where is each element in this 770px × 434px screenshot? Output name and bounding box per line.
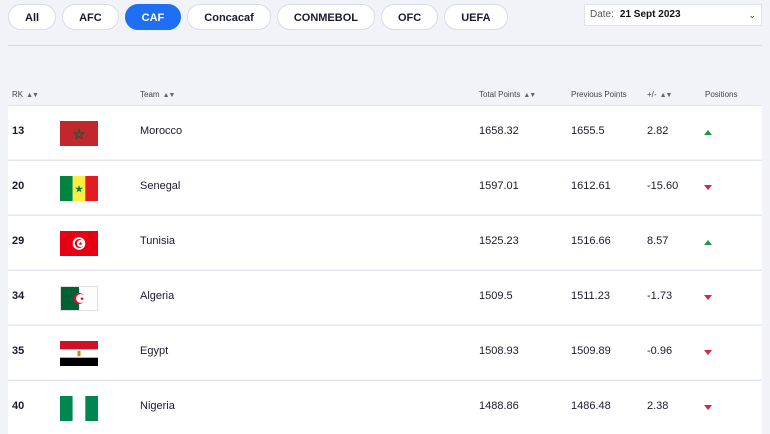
team-name[interactable]: Morocco [140, 125, 183, 137]
previous-points: 1655.5 [571, 125, 605, 137]
rank: 35 [12, 345, 25, 357]
divider [8, 45, 762, 46]
total-points-header-label: Total Points [479, 90, 521, 99]
algeria-flag-icon [60, 286, 98, 311]
tab-ofc[interactable]: OFC [380, 4, 439, 30]
rank-header-label: RK [12, 90, 24, 99]
total-points: 1658.32 [479, 125, 519, 137]
chevron-down-icon: ⌄ [748, 10, 756, 20]
tab-concacaf[interactable]: Concacaf [187, 4, 271, 30]
table-row[interactable]: 13 Morocco 1658.32 1655.5 2.82 [8, 105, 762, 159]
sort-icon: ▲▼ [523, 92, 536, 99]
change-header-label: +/- [647, 90, 657, 99]
date-label: Date: [590, 9, 614, 20]
sort-icon: ▲▼ [162, 92, 176, 99]
previous-points: 1612.61 [571, 180, 611, 192]
column-header-change[interactable]: +/- ▲▼ [647, 90, 673, 99]
points-change: 2.38 [647, 400, 669, 412]
arrow-up-icon [704, 240, 712, 245]
rank: 13 [12, 125, 25, 137]
arrow-down-icon [704, 295, 712, 300]
team-name[interactable]: Nigeria [140, 400, 175, 412]
rank: 20 [12, 180, 25, 192]
total-points: 1509.5 [479, 290, 513, 302]
tab-all[interactable]: All [8, 4, 57, 30]
previous-points: 1516.66 [571, 235, 611, 247]
rank: 29 [12, 235, 25, 247]
points-change: -0.96 [647, 345, 673, 357]
arrow-up-icon [704, 130, 712, 135]
confederation-tabs: All AFC CAF Concacaf CONMEBOL OFC UEFA [8, 4, 508, 30]
sort-icon: ▲▼ [659, 92, 673, 99]
tab-conmebol[interactable]: CONMEBOL [276, 4, 375, 30]
tab-caf[interactable]: CAF [124, 4, 182, 30]
rank: 40 [12, 400, 25, 412]
points-change: 8.57 [647, 235, 669, 247]
date-dropdown[interactable]: Date: 21 Sept 2023 ⌄ [584, 4, 762, 26]
column-header-rank[interactable]: RK ▲▼ [12, 90, 39, 99]
nigeria-flag-icon [60, 396, 98, 421]
team-name[interactable]: Algeria [140, 290, 175, 302]
table-row[interactable]: 34 Algeria 1509.5 1511.23 -1.73 [8, 270, 762, 324]
tab-afc[interactable]: AFC [62, 4, 119, 30]
column-header-team[interactable]: Team ▲▼ [140, 90, 176, 99]
column-header-previous-points: Previous Points [571, 90, 627, 99]
previous-points: 1511.23 [571, 290, 610, 302]
sort-icon: ▲▼ [26, 92, 39, 99]
total-points: 1597.01 [479, 180, 519, 192]
points-change: -1.73 [647, 290, 673, 302]
egypt-flag-icon [60, 341, 98, 366]
rank: 34 [12, 290, 25, 302]
total-points: 1508.93 [479, 345, 519, 357]
arrow-down-icon [704, 185, 712, 190]
column-header-total-points[interactable]: Total Points ▲▼ [479, 90, 536, 99]
tunisia-flag-icon [60, 231, 98, 256]
team-name[interactable]: Senegal [140, 180, 181, 192]
points-change: -15.60 [647, 180, 679, 192]
previous-points: 1509.89 [571, 345, 611, 357]
arrow-down-icon [704, 350, 712, 355]
team-name[interactable]: Egypt [140, 345, 169, 357]
table-row[interactable]: 20 Senegal 1597.01 1612.61 -15.60 [8, 160, 762, 214]
total-points: 1525.23 [479, 235, 519, 247]
column-header-positions: Positions [705, 90, 738, 99]
team-header-label: Team [140, 90, 160, 99]
arrow-down-icon [704, 405, 712, 410]
morocco-flag-icon [60, 121, 98, 146]
team-name[interactable]: Tunisia [140, 235, 176, 247]
previous-points: 1486.48 [571, 400, 611, 412]
table-row[interactable]: 29 Tunisia 1525.23 1516.66 8.57 [8, 215, 762, 269]
tab-uefa[interactable]: UEFA [444, 4, 508, 30]
senegal-flag-icon [60, 176, 98, 201]
table-row[interactable]: 40 Nigeria 1488.86 1486.48 2.38 [8, 380, 762, 434]
table-row[interactable]: 35 Egypt 1508.93 1509.89 -0.96 [8, 325, 762, 379]
points-change: 2.82 [647, 125, 669, 137]
date-value: 21 Sept 2023 [619, 9, 681, 20]
total-points: 1488.86 [479, 400, 519, 412]
